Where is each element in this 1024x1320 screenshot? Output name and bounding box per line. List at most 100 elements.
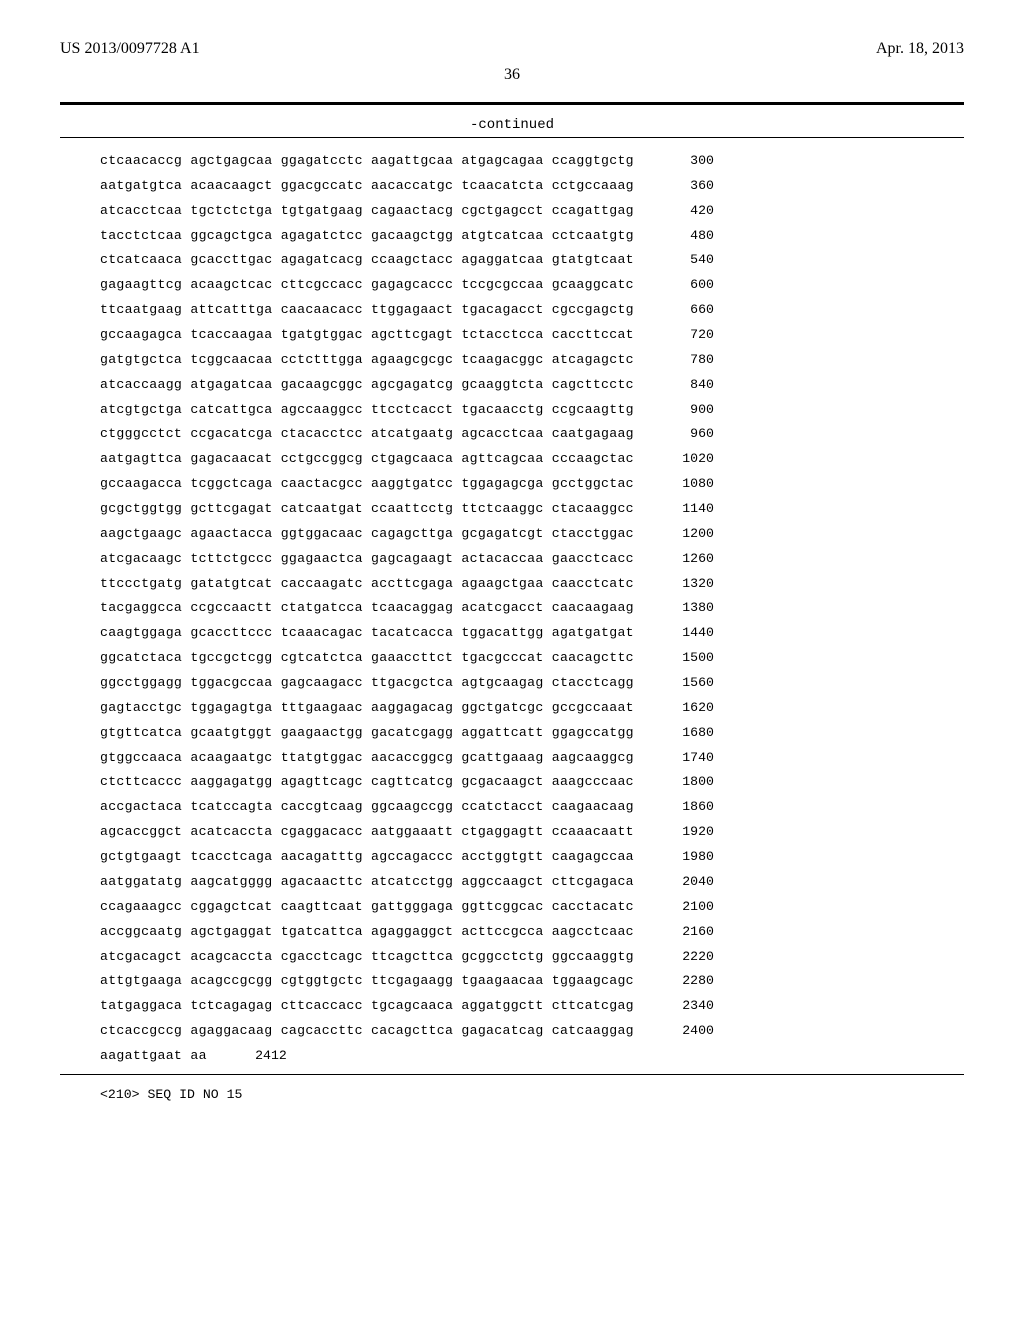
sequence-text: ctcaccgccg agaggacaag cagcaccttc cacagct…: [100, 1024, 634, 1038]
sequence-text: ccagaaagcc cggagctcat caagttcaat gattggg…: [100, 900, 634, 914]
sequence-text: ctcttcaccc aaggagatgg agagttcagc cagttca…: [100, 775, 634, 789]
sequence-line: ctcaccgccg agaggacaag cagcaccttc cacagct…: [100, 1024, 964, 1038]
sequence-text: gtgttcatca gcaatgtggt gaagaactgg gacatcg…: [100, 726, 634, 740]
sequence-line: atcgacagct acagcaccta cgacctcagc ttcagct…: [100, 950, 964, 964]
sequence-position: 420: [664, 204, 714, 218]
sequence-position: 1500: [664, 651, 714, 665]
sequence-position: 660: [664, 303, 714, 317]
sequence-line: aatgatgtca acaacaagct ggacgccatc aacacca…: [100, 179, 964, 193]
sequence-position: 2400: [664, 1024, 714, 1038]
sequence-text: atcacctcaa tgctctctga tgtgatgaag cagaact…: [100, 204, 634, 218]
sequence-position: 300: [664, 154, 714, 168]
sequence-line: ctgggcctct ccgacatcga ctacacctcc atcatga…: [100, 427, 964, 441]
sequence-line: ctcaacaccg agctgagcaa ggagatcctc aagattg…: [100, 154, 964, 168]
sequence-line: attgtgaaga acagccgcgg cgtggtgctc ttcgaga…: [100, 974, 964, 988]
sequence-position: 780: [664, 353, 714, 367]
page-number: 36: [60, 66, 964, 84]
sequence-line: gtggccaaca acaagaatgc ttatgtggac aacaccg…: [100, 751, 964, 765]
sequence-line: gctgtgaagt tcacctcaga aacagatttg agccaga…: [100, 850, 964, 864]
sequence-text: aatgagttca gagacaacat cctgccggcg ctgagca…: [100, 452, 634, 466]
sequence-text: aatgatgtca acaacaagct ggacgccatc aacacca…: [100, 179, 634, 193]
sequence-line: aatggatatg aagcatgggg agacaacttc atcatcc…: [100, 875, 964, 889]
sequence-text: ctcaacaccg agctgagcaa ggagatcctc aagattg…: [100, 154, 634, 168]
sequence-position: 2412: [237, 1049, 287, 1063]
sequence-line: atcacctcaa tgctctctga tgtgatgaag cagaact…: [100, 204, 964, 218]
sequence-text: agcaccggct acatcaccta cgaggacacc aatggaa…: [100, 825, 634, 839]
sequence-text: caagtggaga gcaccttccc tcaaacagac tacatca…: [100, 626, 634, 640]
page-container: US 2013/0097728 A1 Apr. 18, 2013 36 -con…: [0, 0, 1024, 1152]
sequence-position: 1080: [664, 477, 714, 491]
sequence-text: gagaagttcg acaagctcac cttcgccacc gagagca…: [100, 278, 634, 292]
sequence-line: gtgttcatca gcaatgtggt gaagaactgg gacatcg…: [100, 726, 964, 740]
continued-label: -continued: [60, 117, 964, 133]
sequence-line: atcgacaagc tcttctgccc ggagaactca gagcaga…: [100, 552, 964, 566]
sequence-position: 720: [664, 328, 714, 342]
sequence-text: gctgtgaagt tcacctcaga aacagatttg agccaga…: [100, 850, 634, 864]
sequence-position: 1560: [664, 676, 714, 690]
sequence-line: gccaagagca tcaccaagaa tgatgtggac agcttcg…: [100, 328, 964, 342]
sequence-position: 1740: [664, 751, 714, 765]
sequence-line: gccaagacca tcggctcaga caactacgcc aaggtga…: [100, 477, 964, 491]
sequence-line: tacgaggcca ccgccaactt ctatgatcca tcaacag…: [100, 601, 964, 615]
page-header: US 2013/0097728 A1 Apr. 18, 2013: [60, 40, 964, 58]
sequence-line: ggcctggagg tggacgccaa gagcaagacc ttgacgc…: [100, 676, 964, 690]
sequence-line: ctcatcaaca gcaccttgac agagatcacg ccaagct…: [100, 253, 964, 267]
sequence-line: tatgaggaca tctcagagag cttcaccacc tgcagca…: [100, 999, 964, 1013]
sequence-position: 600: [664, 278, 714, 292]
sequence-text: attgtgaaga acagccgcgg cgtggtgctc ttcgaga…: [100, 974, 634, 988]
sequence-position: 1020: [664, 452, 714, 466]
publication-date: Apr. 18, 2013: [876, 40, 964, 58]
sequence-text: aagctgaagc agaactacca ggtggacaac cagagct…: [100, 527, 634, 541]
sequence-text: gccaagagca tcaccaagaa tgatgtggac agcttcg…: [100, 328, 634, 342]
sequence-line: atcaccaagg atgagatcaa gacaagcggc agcgaga…: [100, 378, 964, 392]
sequence-line: ttcaatgaag attcatttga caacaacacc ttggaga…: [100, 303, 964, 317]
sequence-text: atcgacagct acagcaccta cgacctcagc ttcagct…: [100, 950, 634, 964]
sequence-position: 540: [664, 253, 714, 267]
sequence-listing: ctcaacaccg agctgagcaa ggagatcctc aagattg…: [100, 154, 964, 1063]
sequence-text: ttccctgatg gatatgtcat caccaagatc accttcg…: [100, 577, 634, 591]
sequence-line: gcgctggtgg gcttcgagat catcaatgat ccaattc…: [100, 502, 964, 516]
sequence-text: gcgctggtgg gcttcgagat catcaatgat ccaattc…: [100, 502, 634, 516]
sequence-text: aatggatatg aagcatgggg agacaacttc atcatcc…: [100, 875, 634, 889]
sequence-line: gagaagttcg acaagctcac cttcgccacc gagagca…: [100, 278, 964, 292]
sequence-line: accgactaca tcatccagta caccgtcaag ggcaagc…: [100, 800, 964, 814]
sequence-text: gatgtgctca tcggcaacaa cctctttgga agaagcg…: [100, 353, 634, 367]
sequence-line: atcgtgctga catcattgca agccaaggcc ttcctca…: [100, 403, 964, 417]
sequence-position: 1440: [664, 626, 714, 640]
sequence-line: ggcatctaca tgccgctcgg cgtcatctca gaaacct…: [100, 651, 964, 665]
sequence-line: tacctctcaa ggcagctgca agagatctcc gacaagc…: [100, 229, 964, 243]
publication-id: US 2013/0097728 A1: [60, 40, 200, 58]
sequence-text: accggcaatg agctgaggat tgatcattca agaggag…: [100, 925, 634, 939]
sequence-text: ggcctggagg tggacgccaa gagcaagacc ttgacgc…: [100, 676, 634, 690]
seq-id-footer: <210> SEQ ID NO 15: [100, 1087, 964, 1102]
sequence-line: accggcaatg agctgaggat tgatcattca agaggag…: [100, 925, 964, 939]
sequence-line: gagtacctgc tggagagtga tttgaagaac aaggaga…: [100, 701, 964, 715]
sequence-text: gtggccaaca acaagaatgc ttatgtggac aacaccg…: [100, 751, 634, 765]
sequence-position: 2280: [664, 974, 714, 988]
sequence-text: tacctctcaa ggcagctgca agagatctcc gacaagc…: [100, 229, 634, 243]
sequence-text: gagtacctgc tggagagtga tttgaagaac aaggaga…: [100, 701, 634, 715]
sequence-position: 2220: [664, 950, 714, 964]
sequence-position: 900: [664, 403, 714, 417]
sequence-position: 1680: [664, 726, 714, 740]
sequence-position: 1620: [664, 701, 714, 715]
sequence-position: 1320: [664, 577, 714, 591]
sequence-line: caagtggaga gcaccttccc tcaaacagac tacatca…: [100, 626, 964, 640]
sequence-position: 1380: [664, 601, 714, 615]
continued-rule: [60, 137, 964, 138]
sequence-position: 2100: [664, 900, 714, 914]
sequence-position: 2160: [664, 925, 714, 939]
sequence-position: 840: [664, 378, 714, 392]
sequence-text: ttcaatgaag attcatttga caacaacacc ttggaga…: [100, 303, 634, 317]
sequence-line: agcaccggct acatcaccta cgaggacacc aatggaa…: [100, 825, 964, 839]
sequence-text: aagattgaat aa: [100, 1049, 207, 1063]
sequence-text: ctcatcaaca gcaccttgac agagatcacg ccaagct…: [100, 253, 634, 267]
sequence-text: atcaccaagg atgagatcaa gacaagcggc agcgaga…: [100, 378, 634, 392]
sequence-line: aagattgaat aa 2412: [100, 1049, 964, 1063]
sequence-line: ccagaaagcc cggagctcat caagttcaat gattggg…: [100, 900, 964, 914]
top-rule: [60, 102, 964, 105]
bottom-rule: [60, 1074, 964, 1075]
sequence-position: 480: [664, 229, 714, 243]
sequence-line: ttccctgatg gatatgtcat caccaagatc accttcg…: [100, 577, 964, 591]
sequence-line: aatgagttca gagacaacat cctgccggcg ctgagca…: [100, 452, 964, 466]
